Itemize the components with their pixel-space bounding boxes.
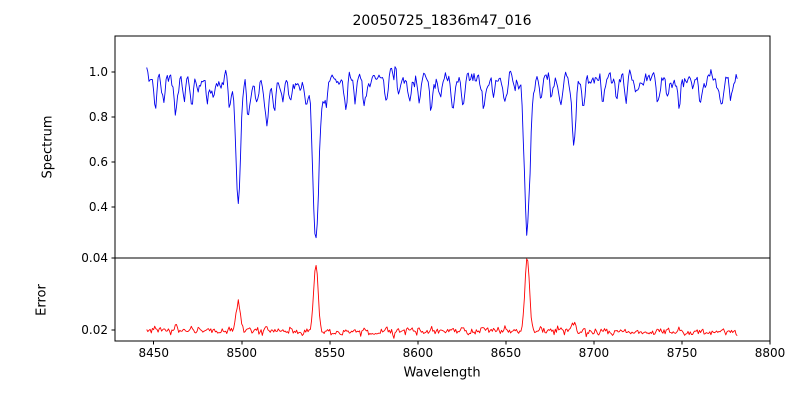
spectrum-panel-border — [114, 35, 771, 259]
spectrum-y-tick-label: 0.6 — [89, 155, 108, 169]
spectrum-line — [146, 66, 738, 239]
x-tick-label: 8600 — [403, 346, 434, 360]
x-tick-label: 8650 — [491, 346, 522, 360]
spectrum-y-tick-label: 0.4 — [89, 200, 108, 214]
x-tick-label: 8550 — [315, 346, 346, 360]
x-tick-label: 8800 — [755, 346, 786, 360]
spectrum-y-tick-label: 1.0 — [89, 65, 108, 79]
x-tick-label: 8500 — [227, 346, 258, 360]
x-axis-label: Wavelength — [403, 365, 481, 381]
chart-title: 20050725_1836m47_016 — [352, 13, 532, 29]
error-line — [146, 258, 738, 339]
spectrum-y-tick-label: 0.8 — [89, 110, 108, 124]
error-panel-border — [114, 257, 771, 342]
x-tick-label: 8700 — [579, 346, 610, 360]
error-y-tick-label: 0.02 — [81, 323, 108, 337]
error-y-tick-label: 0.04 — [81, 251, 108, 265]
x-tick-label: 8750 — [667, 346, 698, 360]
x-tick-label: 8450 — [138, 346, 169, 360]
